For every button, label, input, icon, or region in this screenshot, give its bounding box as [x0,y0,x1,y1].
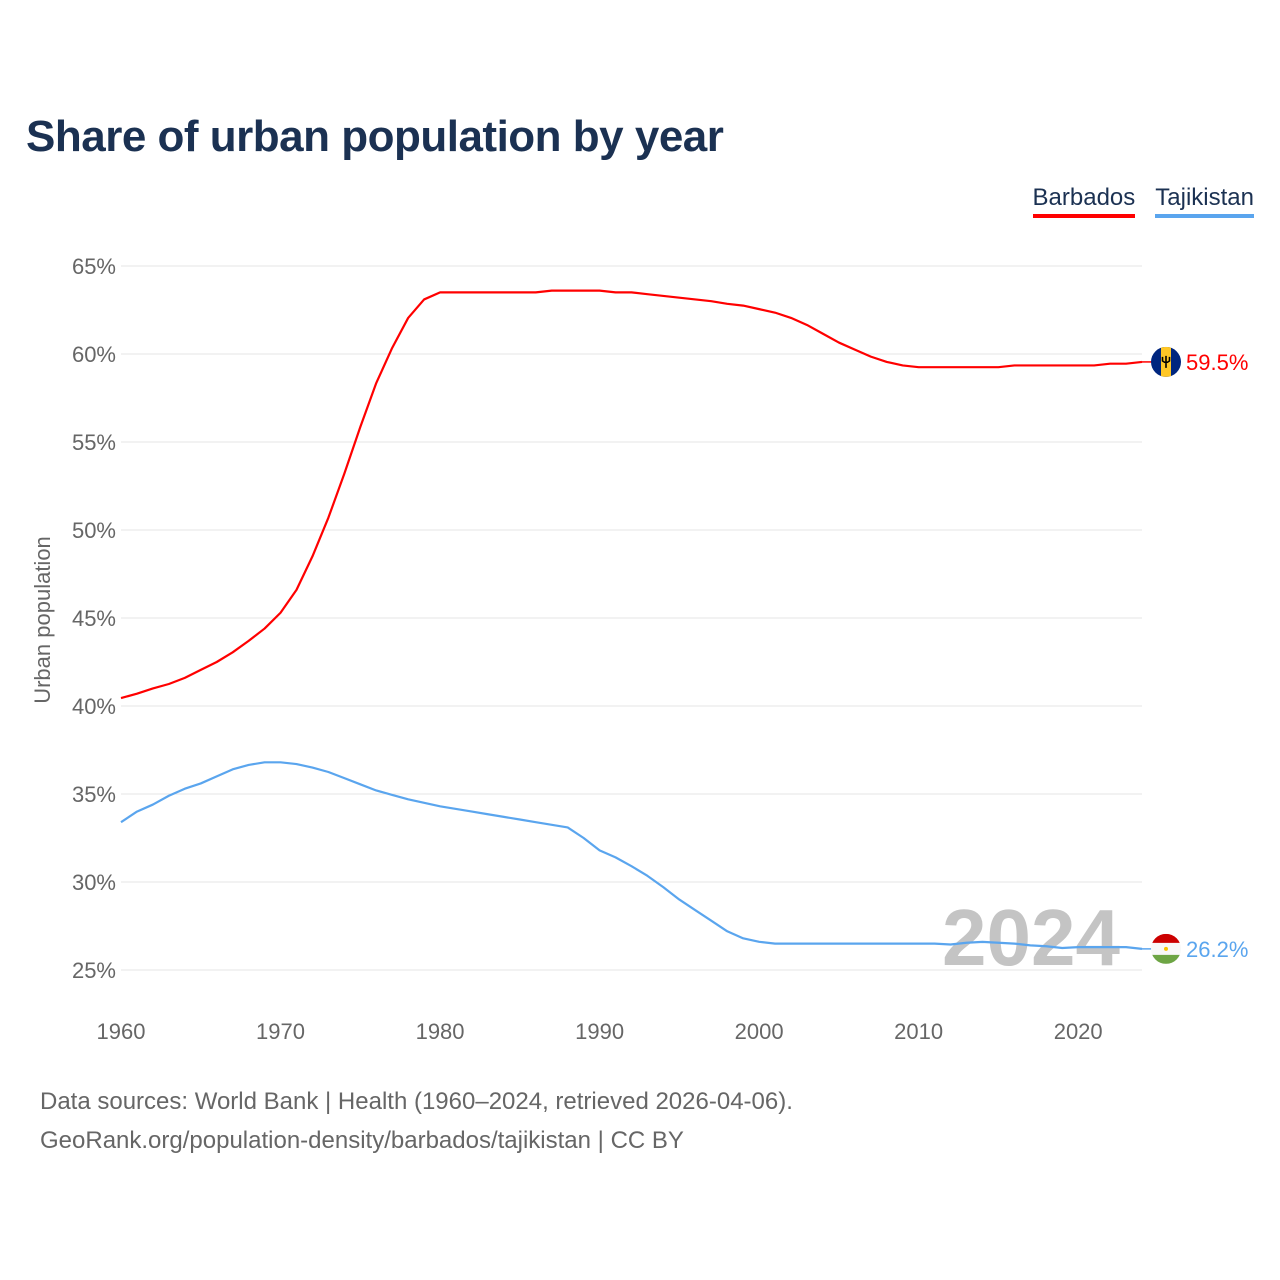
legend-item-tajikistan[interactable]: Tajikistan [1155,184,1254,218]
legend: Barbados Tajikistan [1032,184,1254,218]
x-tick-label: 1960 [97,1019,146,1044]
y-axis-label: Urban population [30,536,55,704]
x-tick-label: 2000 [735,1019,784,1044]
y-tick-label: 30% [72,870,116,895]
end-value-label: 26.2% [1186,937,1248,962]
year-watermark: 2024 [942,893,1120,982]
footer-link[interactable]: GeoRank.org/population-density/barbados/… [40,1127,684,1154]
y-tick-label: 55% [72,430,116,455]
chart-title: Share of urban population by year [26,112,724,161]
legend-item-barbados[interactable]: Barbados [1032,184,1136,218]
end-value-label: 59.5% [1186,350,1248,375]
y-tick-label: 65% [72,254,116,279]
barbados-flag-icon [1151,346,1181,377]
y-tick-label: 60% [72,342,116,367]
x-tick-label: 2010 [894,1019,943,1044]
tajikistan-flag-icon [1151,933,1181,964]
x-tick-label: 1970 [256,1019,305,1044]
x-tick-label: 2020 [1054,1019,1103,1044]
series-line-tajikistan [120,761,1143,950]
x-tick-label: 1990 [575,1019,624,1044]
y-tick-label: 25% [72,958,116,983]
y-tick-label: 50% [72,518,116,543]
footer-sources: Data sources: World Bank | Health (1960–… [40,1088,793,1115]
y-tick-label: 35% [72,782,116,807]
y-tick-label: 45% [72,606,116,631]
y-tick-label: 40% [72,694,116,719]
x-tick-label: 1980 [416,1019,465,1044]
series-line-barbados [120,289,1143,700]
